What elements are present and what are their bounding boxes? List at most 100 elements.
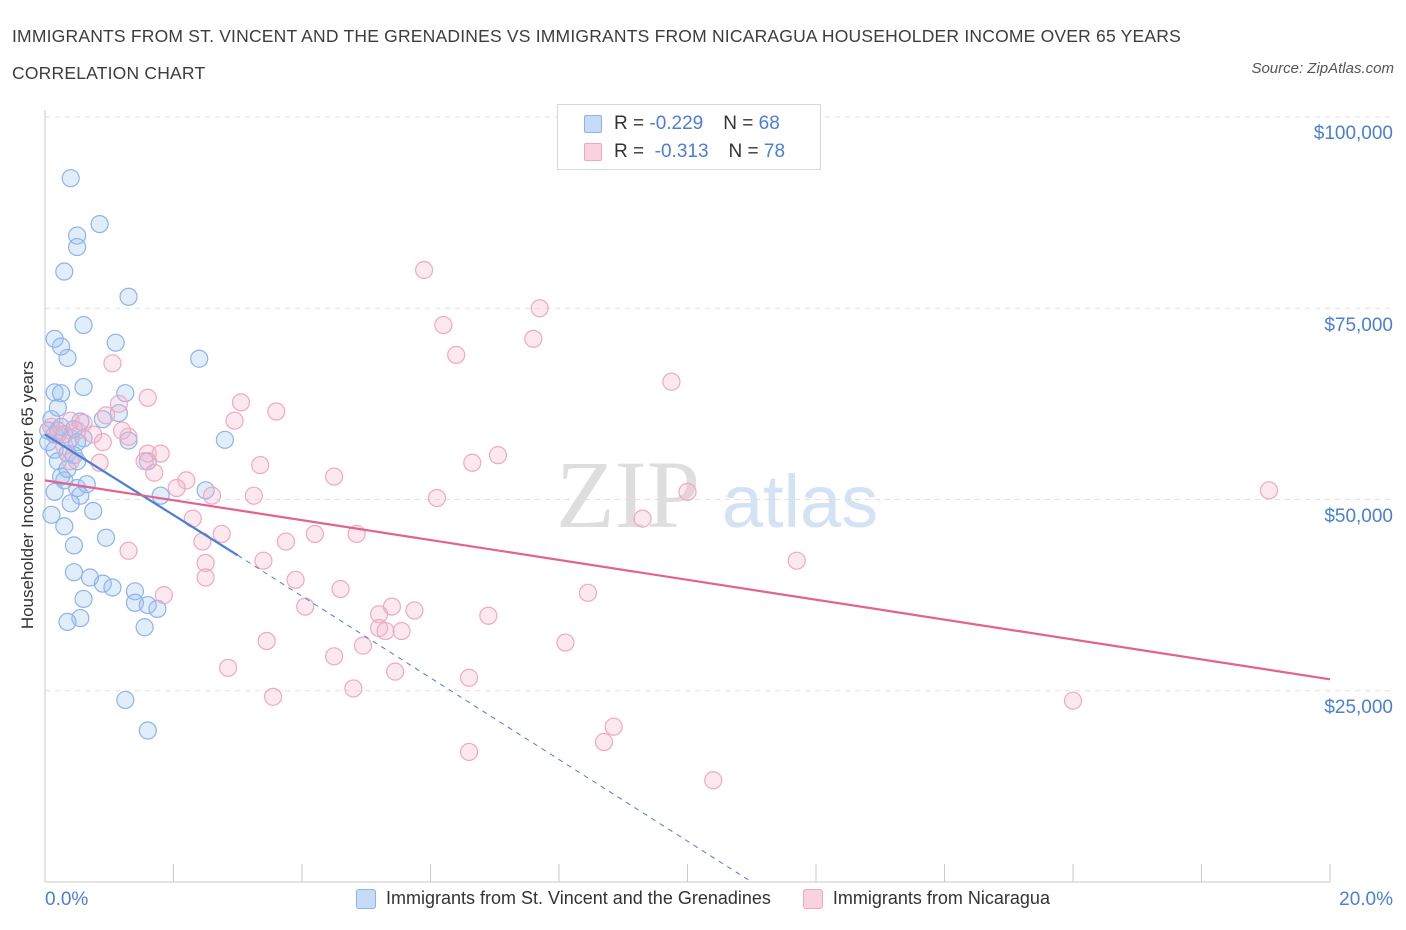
stvincent-point	[55, 517, 74, 536]
stvincent-point	[71, 486, 90, 505]
nicaragua-point	[257, 631, 276, 651]
nicaragua-point	[376, 621, 395, 641]
legend-item-stvincent[interactable]: Immigrants from St. Vincent and the Gren…	[356, 888, 771, 909]
nicaragua-point	[145, 463, 164, 482]
trend-lines	[44, 433, 1331, 883]
stvincent-point	[106, 333, 125, 352]
watermark-zip: ZIP	[556, 441, 700, 548]
legend-label: Immigrants from Nicaragua	[832, 888, 1050, 908]
stvincent-point	[68, 237, 87, 257]
nicaragua-point	[578, 583, 598, 602]
nicaragua-point	[479, 606, 498, 625]
legend-swatch	[356, 888, 377, 909]
nicaragua-point	[96, 406, 116, 425]
y-tick-label: $25,000	[1324, 697, 1393, 718]
nicaragua-point	[231, 393, 251, 412]
nicaragua-point	[604, 717, 623, 736]
stvincent-point	[51, 384, 71, 403]
stvincent-point	[64, 563, 84, 582]
nicaragua-point	[386, 662, 405, 681]
nicaragua-point	[678, 482, 697, 501]
nicaragua-point	[225, 411, 244, 430]
nicaragua-point	[296, 597, 315, 616]
stvincent-point	[135, 618, 154, 637]
stvincent-point	[190, 349, 209, 368]
nicaragua-point	[267, 402, 286, 421]
nicaragua-point	[405, 601, 424, 620]
nicaragua-point	[370, 605, 389, 624]
nicaragua-point	[787, 551, 806, 570]
nicaragua-point	[254, 551, 273, 570]
nicaragua-point	[447, 345, 466, 365]
nicaragua-point	[530, 299, 549, 318]
nicaragua-point	[305, 524, 324, 544]
nicaragua-point	[244, 486, 263, 505]
y-tick-label: $50,000	[1324, 506, 1393, 527]
nicaragua-point	[61, 452, 80, 471]
stvincent-point	[58, 348, 77, 368]
stvincent-point	[103, 578, 122, 597]
stvincent-point	[51, 337, 71, 356]
stvincent-point	[119, 431, 138, 450]
nicaragua-point	[251, 455, 270, 475]
nicaragua-point	[74, 413, 93, 433]
r-value: -0.229	[649, 113, 704, 134]
legend-item-nicaragua[interactable]: Immigrants from Nicaragua	[802, 888, 1050, 909]
stvincent-point	[55, 262, 74, 281]
stvincent-point	[119, 287, 138, 306]
y-tick-label: $75,000	[1324, 315, 1393, 336]
nicaragua-point	[331, 579, 350, 599]
stvincent-point	[74, 589, 93, 609]
nicaragua-point	[112, 421, 132, 440]
nicaragua-trend-line	[44, 479, 1331, 681]
stvincent-point	[151, 486, 170, 505]
stvincent-point	[93, 574, 112, 593]
legend: Immigrants from St. Vincent and the Gren…	[0, 888, 1406, 909]
source-label: Source: ZipAtlas.com	[1251, 60, 1394, 77]
nicaragua-point	[196, 568, 215, 587]
n-value: 68	[758, 113, 780, 134]
nicaragua-point	[263, 687, 283, 706]
nicaragua-point	[93, 433, 112, 452]
nicaragua-point	[1259, 481, 1279, 500]
stvincent-point	[58, 612, 77, 632]
nicaragua-point	[556, 633, 575, 652]
nicaragua-point	[138, 388, 157, 407]
nicaragua-point	[392, 621, 411, 641]
stvincent-point	[42, 410, 61, 429]
data-points	[39, 169, 1279, 790]
stvincent-point	[77, 475, 96, 494]
nicaragua-point	[463, 453, 482, 472]
nicaragua-point	[196, 553, 215, 573]
stvincent-point	[42, 505, 61, 524]
nicaragua-point	[633, 509, 652, 528]
stvincent-point	[48, 398, 67, 417]
nicaragua-point	[488, 446, 508, 465]
nicaragua-point	[434, 315, 453, 335]
stvincent-swatch	[584, 115, 602, 133]
stats-row-nicaragua: R = -0.313 N = 78	[584, 138, 785, 166]
nicaragua-swatch	[584, 143, 602, 161]
nicaragua-point	[219, 658, 238, 677]
stvincent-point	[61, 494, 80, 513]
nicaragua-point	[202, 486, 222, 505]
stvincent-point	[116, 384, 135, 403]
stvincent-point	[215, 430, 234, 449]
stvincent-point	[74, 377, 93, 397]
stvincent-trend-extension	[237, 554, 753, 883]
nicaragua-point	[594, 732, 614, 752]
nicaragua-point	[662, 372, 681, 391]
stvincent-point	[138, 595, 157, 615]
stvincent-point	[116, 690, 135, 710]
nicaragua-point	[704, 771, 723, 790]
nicaragua-point	[212, 524, 231, 544]
stvincent-point	[96, 528, 116, 547]
nicaragua-point	[154, 586, 173, 605]
legend-label: Immigrants from St. Vincent and the Gren…	[386, 888, 771, 908]
watermark: ZIP atlas	[556, 441, 878, 548]
chart-title: IMMIGRANTS FROM ST. VINCENT AND THE GREN…	[12, 26, 1181, 83]
stvincent-point	[64, 536, 84, 555]
nicaragua-point	[1063, 691, 1083, 710]
stvincent-point	[84, 501, 103, 521]
stvincent-point	[90, 215, 109, 234]
